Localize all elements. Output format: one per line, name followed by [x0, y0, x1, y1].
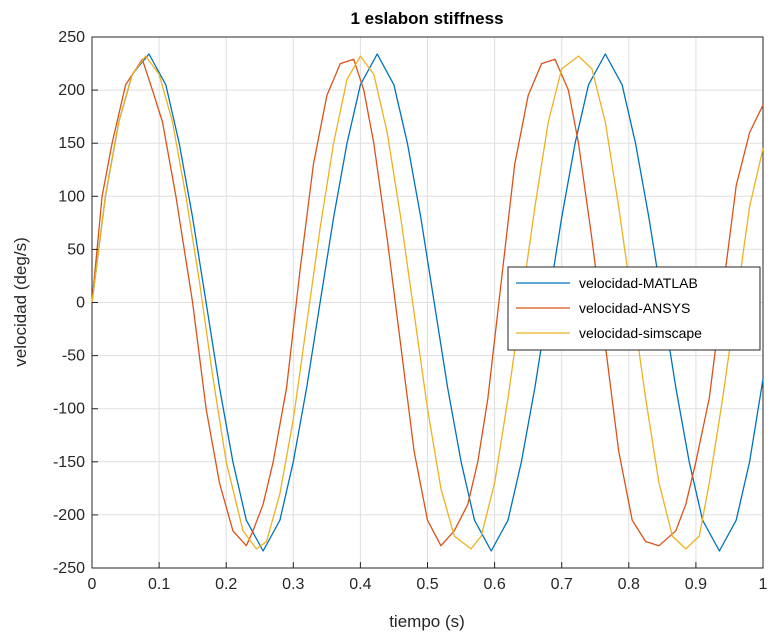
x-tick-label: 1 — [759, 576, 768, 593]
x-tick-label: 0.8 — [618, 576, 640, 593]
y-tick-label: 50 — [67, 241, 85, 258]
y-tick-label: -200 — [53, 507, 85, 524]
legend-label: velocidad-simscape — [579, 325, 702, 341]
series-line-velocidad-matlab — [91, 53, 764, 552]
y-tick-label: 100 — [58, 188, 85, 205]
y-tick-label: 250 — [58, 29, 85, 46]
y-tick-label: 0 — [76, 295, 85, 312]
x-tick-label: 0.4 — [349, 576, 371, 593]
series-line-velocidad-simscape — [91, 55, 764, 550]
x-tick-label: 0.5 — [416, 576, 438, 593]
x-tick-label: 0 — [88, 576, 97, 593]
series-lines — [91, 53, 764, 552]
legend-label: velocidad-MATLAB — [579, 275, 698, 291]
y-tick-label: 200 — [58, 82, 85, 99]
x-tick-label: 0.9 — [685, 576, 707, 593]
y-axis-label: velocidad (deg/s) — [11, 237, 30, 366]
axis-ticks: 0 0.1 0.2 0.3 0.4 0.5 0.6 0.7 0.8 0.9 1 -250 -200 -15… — [53, 29, 768, 593]
legend: velocidad-MATLAB velocidad-ANSYS velocidad… — [507, 266, 761, 351]
y-tick-label: -150 — [53, 454, 85, 471]
chart-title: 1 eslabon stiffness — [350, 9, 503, 28]
y-tick-label: -250 — [53, 560, 85, 577]
series-line-velocidad-ansys — [91, 58, 764, 547]
y-tick-label: 150 — [58, 135, 85, 152]
x-tick-label: 0.1 — [148, 576, 170, 593]
x-tick-label: 0.3 — [282, 576, 304, 593]
x-tick-label: 0.7 — [551, 576, 573, 593]
x-tick-label: 0.2 — [215, 576, 237, 593]
y-tick-label: -50 — [62, 348, 85, 365]
y-tick-label: -100 — [53, 401, 85, 418]
x-axis-label: tiempo (s) — [389, 612, 465, 631]
x-tick-label: 0.6 — [483, 576, 505, 593]
legend-label: velocidad-ANSYS — [579, 300, 690, 316]
